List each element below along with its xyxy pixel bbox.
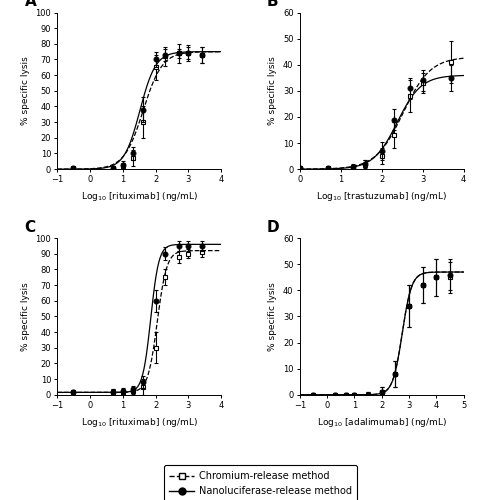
X-axis label: Log$_{10}$ [trastuzumab] (ng/mL): Log$_{10}$ [trastuzumab] (ng/mL) bbox=[316, 190, 447, 203]
Text: C: C bbox=[24, 220, 36, 235]
Text: D: D bbox=[267, 220, 280, 235]
Legend: Chromium-release method, Nanoluciferase-release method: Chromium-release method, Nanoluciferase-… bbox=[163, 466, 358, 500]
Text: B: B bbox=[267, 0, 279, 10]
Y-axis label: % specific lysis: % specific lysis bbox=[269, 56, 277, 125]
X-axis label: Log$_{10}$ [rituximab] (ng/mL): Log$_{10}$ [rituximab] (ng/mL) bbox=[81, 190, 198, 203]
Text: A: A bbox=[24, 0, 36, 10]
X-axis label: Log$_{10}$ [rituximab] (ng/mL): Log$_{10}$ [rituximab] (ng/mL) bbox=[81, 416, 198, 428]
X-axis label: Log$_{10}$ [adalimumab] (ng/mL): Log$_{10}$ [adalimumab] (ng/mL) bbox=[317, 416, 447, 428]
Y-axis label: % specific lysis: % specific lysis bbox=[21, 56, 30, 125]
Y-axis label: % specific lysis: % specific lysis bbox=[21, 282, 30, 351]
Y-axis label: % specific lysis: % specific lysis bbox=[269, 282, 277, 351]
